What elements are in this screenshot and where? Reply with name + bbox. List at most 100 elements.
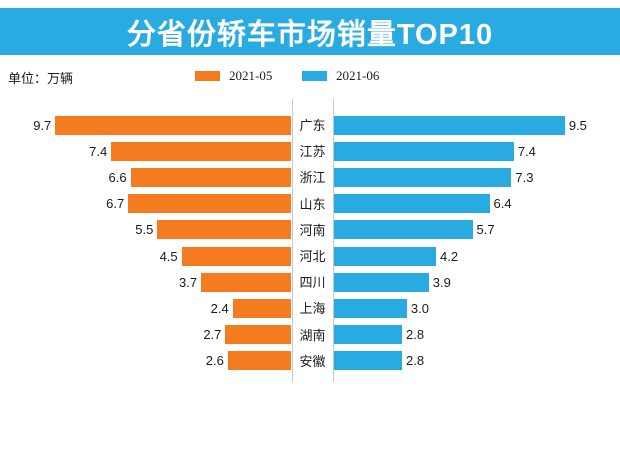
legend-item-2021-06: 2021-06 (302, 68, 393, 84)
value-label-2021-05: 5.5 (135, 222, 154, 238)
category-label: 安徽 (299, 353, 326, 369)
title-banner: 分省份轿车市场销量TOP10 (0, 8, 620, 55)
left-bar-zone: 7.4 (0, 141, 291, 161)
value-label-2021-05: 6.7 (106, 196, 125, 212)
value-label-2021-05: 4.5 (159, 248, 178, 264)
value-label-2021-05: 7.4 (89, 143, 108, 159)
chart-title: 分省份轿车市场销量TOP10 (126, 18, 494, 51)
left-bar-zone: 5.5 (0, 220, 291, 240)
value-label-2021-05: 2.7 (203, 327, 222, 343)
category-zone: 湖南 (291, 325, 334, 345)
category-label: 广东 (299, 118, 326, 134)
left-bar-zone: 6.6 (0, 167, 291, 187)
right-bar-zone: 2.8 (334, 325, 620, 345)
left-bar-zone: 4.5 (0, 246, 291, 266)
bar-2021-06 (334, 246, 437, 266)
category-zone: 江苏 (291, 141, 334, 161)
category-label: 浙江 (299, 170, 326, 186)
left-bar-zone: 2.7 (0, 325, 291, 345)
left-bar-zone: 9.7 (0, 115, 291, 135)
value-label-2021-06: 3.0 (410, 300, 429, 316)
chart-row: 3.7 四川 3.9 (0, 269, 620, 295)
right-bar-zone: 5.7 (334, 220, 620, 240)
value-label-2021-06: 3.9 (432, 274, 451, 290)
left-bar-zone: 6.7 (0, 194, 291, 214)
legend: 2021-05 2021-06 (195, 68, 409, 84)
left-bar-zone: 2.6 (0, 351, 291, 371)
bar-2021-06 (334, 351, 403, 371)
category-zone: 安徽 (291, 351, 334, 371)
legend-swatch-2021-06 (302, 71, 327, 81)
category-label: 河北 (299, 249, 326, 265)
category-label: 河南 (299, 222, 326, 238)
chart-row: 7.4 江苏 7.4 (0, 138, 620, 164)
category-zone: 河北 (291, 246, 334, 266)
value-label-2021-05: 9.7 (33, 117, 52, 133)
bar-2021-06 (334, 272, 429, 292)
bar-2021-05 (111, 141, 291, 161)
bar-2021-05 (227, 351, 291, 371)
legend-label-2021-06: 2021-06 (336, 68, 380, 83)
right-axis-line (333, 99, 334, 382)
bar-2021-05 (55, 115, 291, 135)
category-label: 山东 (299, 196, 326, 212)
bar-2021-06 (334, 298, 407, 318)
left-bar-zone: 2.4 (0, 298, 291, 318)
value-label-2021-06: 2.8 (406, 353, 425, 369)
category-label: 上海 (299, 301, 326, 317)
bar-2021-06 (334, 325, 403, 345)
value-label-2021-05: 6.6 (108, 169, 127, 185)
right-bar-zone: 2.8 (334, 351, 620, 371)
right-bar-zone: 3.9 (334, 272, 620, 292)
value-label-2021-06: 2.8 (406, 327, 425, 343)
bar-2021-06 (334, 115, 565, 135)
category-label: 四川 (299, 275, 326, 291)
bar-2021-05 (128, 194, 291, 214)
right-bar-zone: 7.4 (334, 141, 620, 161)
left-bar-zone: 3.7 (0, 272, 291, 292)
chart-row: 2.7 湖南 2.8 (0, 322, 620, 348)
chart-row: 6.6 浙江 7.3 (0, 164, 620, 190)
left-axis-line (292, 99, 293, 382)
value-label-2021-06: 4.2 (440, 248, 459, 264)
category-zone: 四川 (291, 272, 334, 292)
category-zone: 山东 (291, 194, 334, 214)
category-zone: 广东 (291, 115, 334, 135)
value-label-2021-05: 2.4 (210, 300, 229, 316)
chart-row: 6.7 山东 6.4 (0, 191, 620, 217)
bar-2021-06 (334, 167, 512, 187)
bar-2021-05 (157, 220, 291, 240)
category-zone: 上海 (291, 298, 334, 318)
right-bar-zone: 4.2 (334, 246, 620, 266)
bar-2021-05 (181, 246, 291, 266)
value-label-2021-06: 7.4 (517, 143, 536, 159)
value-label-2021-05: 2.6 (205, 353, 224, 369)
category-label: 湖南 (299, 327, 326, 343)
chart-row: 5.5 河南 5.7 (0, 217, 620, 243)
bar-2021-05 (225, 325, 291, 345)
category-zone: 河南 (291, 220, 334, 240)
category-zone: 浙江 (291, 167, 334, 187)
chart-row: 2.4 上海 3.0 (0, 295, 620, 321)
bar-2021-05 (232, 298, 291, 318)
legend-label-2021-05: 2021-05 (229, 68, 273, 83)
value-label-2021-06: 5.7 (476, 222, 495, 238)
value-label-2021-05: 3.7 (179, 274, 198, 290)
right-bar-zone: 9.5 (334, 115, 620, 135)
chart-row: 2.6 安徽 2.8 (0, 348, 620, 374)
bar-2021-06 (334, 220, 473, 240)
unit-label: 单位：万辆 (8, 71, 74, 86)
chart-rows: 9.7 广东 9.5 7.4 江苏 7.4 6.6 浙江 7.3 6.7 山东 6.4 5.5 河南 5.7… (0, 112, 620, 374)
right-bar-zone: 6.4 (334, 194, 620, 214)
right-bar-zone: 3.0 (334, 298, 620, 318)
legend-item-2021-05: 2021-05 (195, 68, 286, 84)
value-label-2021-06: 9.5 (568, 117, 587, 133)
bar-2021-05 (130, 167, 291, 187)
tornado-chart: 9.7 广东 9.5 7.4 江苏 7.4 6.6 浙江 7.3 6.7 山东 6.4 5.5 河南 5.7… (0, 99, 620, 382)
category-label: 江苏 (299, 144, 326, 160)
value-label-2021-06: 7.3 (515, 169, 534, 185)
bar-2021-06 (334, 194, 490, 214)
bar-2021-06 (334, 141, 514, 161)
chart-row: 4.5 河北 4.2 (0, 243, 620, 269)
right-bar-zone: 7.3 (334, 167, 620, 187)
